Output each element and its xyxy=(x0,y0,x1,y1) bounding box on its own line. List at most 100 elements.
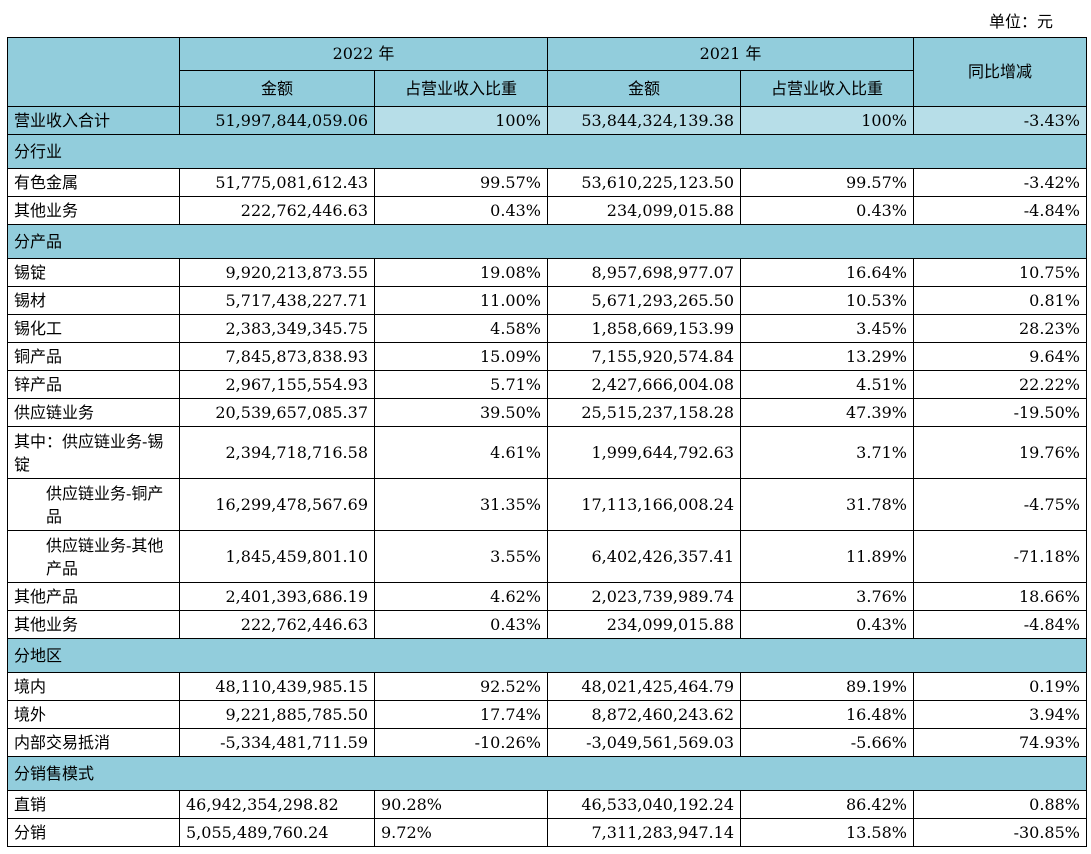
share-2021: 0.43% xyxy=(740,610,914,639)
share-2022: 4.58% xyxy=(374,314,548,343)
table-row: 境外 9,221,885,785.50 17.74% 8,872,460,243.62… xyxy=(7,700,1087,729)
table-row: 供应链业务-铜产品 16,299,478,567.69 31.35% 17,113,1… xyxy=(7,478,1087,531)
table-row: 锌产品 2,967,155,554.93 5.71% 2,427,666,004.08… xyxy=(7,370,1087,399)
amount-2022: 9,221,885,785.50 xyxy=(179,700,375,729)
share-2022: 11.00% xyxy=(374,286,548,315)
table-row: 其中：供应链业务-锡锭 2,394,718,716.58 4.61% 1,999,64… xyxy=(7,426,1087,479)
yoy-change: 28.23% xyxy=(913,314,1087,343)
amount-2021: 2,427,666,004.08 xyxy=(547,370,741,399)
yoy-change: -4.84% xyxy=(913,196,1087,225)
share-2021: 13.58% xyxy=(740,818,914,847)
amount-2021: 25,515,237,158.28 xyxy=(547,398,741,427)
share-2022: 15.09% xyxy=(374,342,548,371)
header-share-2022: 占营业收入比重 xyxy=(374,70,548,107)
share-2022: 3.55% xyxy=(374,530,548,583)
section-header-row: 分产品 xyxy=(7,224,1087,259)
share-2021: 0.43% xyxy=(740,196,914,225)
share-2022: 90.28% xyxy=(374,790,548,819)
row-label: 境外 xyxy=(7,700,180,729)
section-title: 分产品 xyxy=(7,224,1087,259)
amount-2022: 2,394,718,716.58 xyxy=(179,426,375,479)
yoy-change: 3.94% xyxy=(913,700,1087,729)
share-2022: 31.35% xyxy=(374,478,548,531)
table-row: 锡化工 2,383,349,345.75 4.58% 1,858,669,153.99… xyxy=(7,314,1087,343)
table-row: 锡材 5,717,438,227.71 11.00% 5,671,293,265.50… xyxy=(7,286,1087,315)
yoy-change: -3.42% xyxy=(913,168,1087,197)
total-share-2022: 100% xyxy=(374,106,548,135)
table-row: 供应链业务 20,539,657,085.37 39.50% 25,515,237,1… xyxy=(7,398,1087,427)
header-year-2022: 2022 年 xyxy=(179,37,548,71)
row-label: 供应链业务 xyxy=(7,398,180,427)
share-2021: 10.53% xyxy=(740,286,914,315)
amount-2021: 8,872,460,243.62 xyxy=(547,700,741,729)
table-row: 其他产品 2,401,393,686.19 4.62% 2,023,739,989.7… xyxy=(7,582,1087,611)
table-row: 锡锭 9,920,213,873.55 19.08% 8,957,698,977.07… xyxy=(7,258,1087,287)
yoy-change: -4.75% xyxy=(913,478,1087,531)
amount-2021: 1,999,644,792.63 xyxy=(547,426,741,479)
row-label: 分销 xyxy=(7,818,180,847)
yoy-change: 10.75% xyxy=(913,258,1087,287)
amount-2022: 222,762,446.63 xyxy=(179,196,375,225)
share-2021: -5.66% xyxy=(740,728,914,757)
table-row: 内部交易抵消 -5,334,481,711.59 -10.26% -3,049,561… xyxy=(7,728,1087,757)
yoy-change: -71.18% xyxy=(913,530,1087,583)
yoy-change: 19.76% xyxy=(913,426,1087,479)
share-2021: 31.78% xyxy=(740,478,914,531)
amount-2021: 53,610,225,123.50 xyxy=(547,168,741,197)
section-title: 分销售模式 xyxy=(7,756,1087,791)
section-header-row: 分行业 xyxy=(7,134,1087,169)
amount-2022: 1,845,459,801.10 xyxy=(179,530,375,583)
amount-2022: 2,401,393,686.19 xyxy=(179,582,375,611)
amount-2021: 2,023,739,989.74 xyxy=(547,582,741,611)
amount-2021: 234,099,015.88 xyxy=(547,610,741,639)
share-2022: 9.72% xyxy=(374,818,548,847)
table-row: 直销 46,942,354,298.82 90.28% 46,533,040,192.… xyxy=(7,790,1087,819)
share-2021: 16.64% xyxy=(740,258,914,287)
header-share-2021: 占营业收入比重 xyxy=(740,70,914,107)
yoy-change: 0.19% xyxy=(913,672,1087,701)
share-2022: 19.08% xyxy=(374,258,548,287)
share-2021: 99.57% xyxy=(740,168,914,197)
amount-2022: 222,762,446.63 xyxy=(179,610,375,639)
amount-2022: 5,055,489,760.24 xyxy=(179,818,375,847)
share-2021: 4.51% xyxy=(740,370,914,399)
share-2022: 39.50% xyxy=(374,398,548,427)
amount-2022: 5,717,438,227.71 xyxy=(179,286,375,315)
amount-2021: 7,311,283,947.14 xyxy=(547,818,741,847)
total-row: 营业收入合计 51,997,844,059.06 100% 53,844,324… xyxy=(7,106,1087,135)
amount-2021: 46,533,040,192.24 xyxy=(547,790,741,819)
amount-2022: 2,967,155,554.93 xyxy=(179,370,375,399)
share-2022: -10.26% xyxy=(374,728,548,757)
row-label: 其他业务 xyxy=(7,610,180,639)
amount-2021: 17,113,166,008.24 xyxy=(547,478,741,531)
row-label: 其他业务 xyxy=(7,196,180,225)
yoy-change: 18.66% xyxy=(913,582,1087,611)
table-row: 其他业务 222,762,446.63 0.43% 234,099,015.88 0.4… xyxy=(7,196,1087,225)
row-label: 内部交易抵消 xyxy=(7,728,180,757)
amount-2022: 16,299,478,567.69 xyxy=(179,478,375,531)
row-label: 锡锭 xyxy=(7,258,180,287)
header-amount-2021: 金额 xyxy=(547,70,741,107)
row-label: 境内 xyxy=(7,672,180,701)
revenue-table: 2022 年 2021 年 同比增减 金额 占营业收入比重 金额 占营业收入比重… xyxy=(7,37,1087,847)
row-label: 直销 xyxy=(7,790,180,819)
row-label: 有色金属 xyxy=(7,168,180,197)
share-2021: 47.39% xyxy=(740,398,914,427)
header-corner xyxy=(7,37,180,107)
table-body: 营业收入合计 51,997,844,059.06 100% 53,844,324… xyxy=(7,106,1087,847)
amount-2021: 1,858,669,153.99 xyxy=(547,314,741,343)
share-2021: 86.42% xyxy=(740,790,914,819)
table-row: 其他业务 222,762,446.63 0.43% 234,099,015.88 0.4… xyxy=(7,610,1087,639)
header-year-2021: 2021 年 xyxy=(547,37,914,71)
section-title: 分地区 xyxy=(7,638,1087,673)
yoy-change: 74.93% xyxy=(913,728,1087,757)
header-amount-2022: 金额 xyxy=(179,70,375,107)
table-row: 分销 5,055,489,760.24 9.72% 7,311,283,947.14 1… xyxy=(7,818,1087,847)
total-yoy: -3.43% xyxy=(913,106,1087,135)
table-row: 供应链业务-其他产品 1,845,459,801.10 3.55% 6,402,426… xyxy=(7,530,1087,583)
amount-2022: 48,110,439,985.15 xyxy=(179,672,375,701)
row-label: 锡化工 xyxy=(7,314,180,343)
amount-2022: 9,920,213,873.55 xyxy=(179,258,375,287)
amount-2022: 51,775,081,612.43 xyxy=(179,168,375,197)
yoy-change: 0.81% xyxy=(913,286,1087,315)
